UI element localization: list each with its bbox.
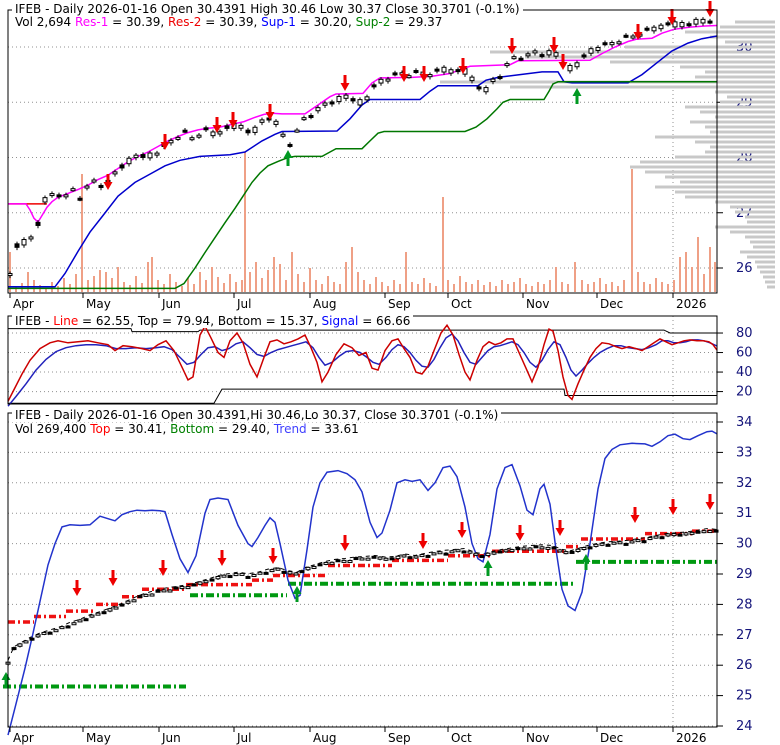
header-token: IFEB - (15, 314, 54, 328)
svg-text:Apr: Apr (13, 731, 34, 745)
trend-panel-header-line2: Vol 269,400 Top = 30.41, Bottom = 29.40,… (12, 423, 362, 436)
svg-text:34: 34 (736, 415, 753, 430)
svg-text:Dec: Dec (600, 297, 623, 311)
svg-text:60: 60 (736, 346, 753, 361)
header-token: IFEB - Daily 2026-01-16 Open 30.4391,Hi … (15, 408, 499, 422)
svg-text:2026: 2026 (676, 297, 707, 311)
svg-text:26: 26 (736, 261, 753, 276)
svg-text:Aug: Aug (313, 297, 336, 311)
svg-text:20: 20 (736, 385, 753, 400)
header-token: Sup-2 (355, 15, 391, 29)
price-panel-header-line1: IFEB - Daily 2026-01-16 Open 30.4391 Hig… (12, 3, 523, 16)
svg-text:Oct: Oct (451, 731, 472, 745)
svg-text:40: 40 (736, 365, 753, 380)
svg-text:Dec: Dec (600, 731, 623, 745)
header-token: Top (90, 422, 111, 436)
svg-text:Nov: Nov (526, 731, 549, 745)
header-token: Res-1 (74, 15, 109, 29)
svg-text:33: 33 (736, 445, 753, 460)
header-token: = 66.66 (358, 314, 411, 328)
svg-text:Jun: Jun (161, 297, 181, 311)
svg-text:Aug: Aug (313, 731, 336, 745)
header-token: = 33.61 (306, 422, 359, 436)
header-token: = 30.20, (295, 15, 356, 29)
svg-text:80: 80 (736, 326, 753, 341)
trend-panel-header-line1: IFEB - Daily 2026-01-16 Open 30.4391,Hi … (12, 408, 502, 422)
header-token: = 30.41, (110, 422, 171, 436)
header-token: Vol 2,694 (15, 15, 75, 29)
header-token: Trend (273, 422, 307, 436)
svg-text:Nov: Nov (526, 297, 549, 311)
header-token: = 30.39, (201, 15, 262, 29)
header-token: IFEB - Daily 2026-01-16 Open 30.4391 Hig… (15, 2, 520, 16)
header-token: Vol 269,400 (15, 422, 91, 436)
svg-text:May: May (86, 297, 111, 311)
svg-text:27: 27 (736, 628, 753, 643)
svg-text:Oct: Oct (451, 297, 472, 311)
svg-text:Jun: Jun (161, 731, 181, 745)
header-token: = 62.55, Top = 79.94, Bottom = 15.37, (78, 314, 322, 328)
header-token: Signal (321, 314, 359, 328)
svg-text:Apr: Apr (13, 297, 34, 311)
header-token: Res-2 (168, 15, 202, 29)
price-panel-header-line2: Vol 2,694 Res-1 = 30.39, Res-2 = 30.39, … (12, 15, 446, 29)
svg-text:28: 28 (736, 597, 753, 612)
svg-text:Jul: Jul (236, 731, 251, 745)
svg-text:26: 26 (736, 658, 753, 673)
svg-text:Jul: Jul (236, 297, 251, 311)
svg-text:30: 30 (736, 537, 753, 552)
svg-text:Sep: Sep (388, 297, 411, 311)
svg-text:31: 31 (736, 506, 753, 521)
header-token: = 29.37 (390, 15, 443, 29)
header-token: = 30.39, (108, 15, 169, 29)
header-token: Sup-1 (261, 15, 296, 29)
svg-text:25: 25 (736, 689, 753, 704)
svg-text:2026: 2026 (676, 731, 707, 745)
header-token: = 29.40, (214, 422, 274, 436)
svg-text:24: 24 (736, 719, 753, 734)
svg-text:29: 29 (736, 567, 753, 582)
svg-text:May: May (86, 731, 111, 745)
svg-text:Sep: Sep (388, 731, 411, 745)
header-token: Bottom (170, 422, 215, 436)
oscillator-panel-header: IFEB - Line = 62.55, Top = 79.94, Bottom… (12, 314, 414, 328)
svg-text:32: 32 (736, 476, 753, 491)
header-token: Line (53, 314, 79, 328)
